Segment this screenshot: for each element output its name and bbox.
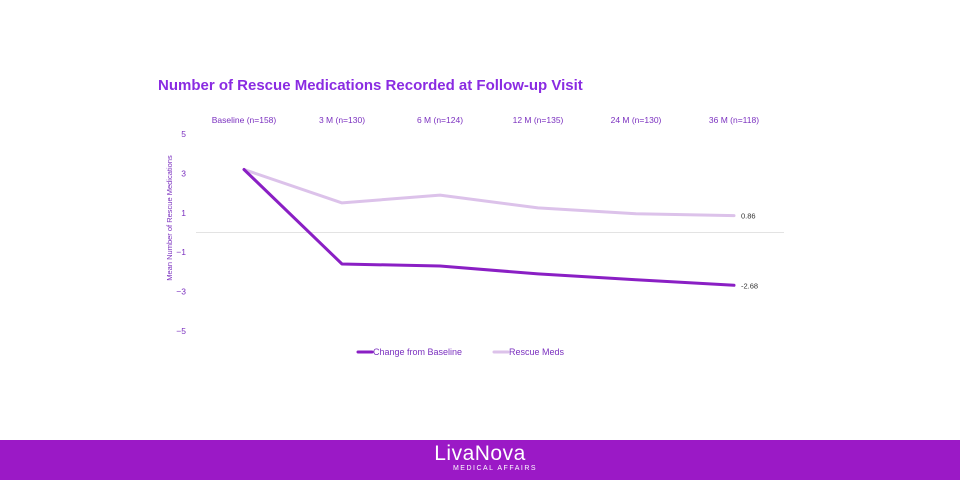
brand-subtitle: MEDICAL AFFAIRS [452,465,538,472]
category-label: Baseline (n=158) [212,115,277,125]
legend: Change from Baseline Rescue Meds [356,347,565,357]
legend-label: Change from Baseline [373,347,462,357]
footer-bar: LivaNova MEDICAL AFFAIRS [0,440,960,480]
legend-label: Rescue Meds [509,347,565,357]
series-line-0 [242,168,736,287]
category-labels: Baseline (n=158) 3 M (n=130) 6 M (n=124) 12… [212,115,760,125]
category-label: 3 M (n=130) [319,115,365,125]
brand-logo: LivaNova [434,442,526,465]
y-axis-ticks: 5 3 1 −1 −3 −5 [176,129,186,336]
category-label: 24 M (n=130) [611,115,662,125]
category-label: 12 M (n=135) [513,115,564,125]
chart-title: Number of Rescue Medications Recorded at… [158,77,583,94]
y-tick-label: 3 [181,168,186,178]
line-chart: Baseline (n=158) 3 M (n=130) 6 M (n=124) 12… [165,115,784,357]
series-lines [242,168,736,287]
category-label: 36 M (n=118) [709,115,759,125]
y-axis-label: Mean Number of Rescue Medications [165,155,174,281]
y-tick-label: 1 [181,208,186,218]
end-value-label: 0.86 [741,212,756,221]
series-line-1 [242,168,736,218]
y-tick-label: 5 [181,129,186,139]
end-labels: 0.86 -2.68 [741,212,758,291]
category-label: 6 M (n=124) [417,115,463,125]
y-tick-label: −3 [176,287,186,297]
y-tick-label: −1 [176,247,186,257]
y-tick-label: −5 [176,326,186,336]
end-value-label: -2.68 [741,281,758,290]
